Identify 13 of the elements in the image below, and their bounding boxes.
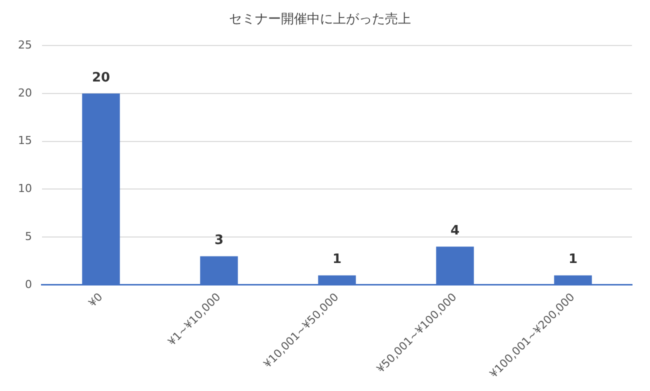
y-tick-label: 25: [18, 38, 32, 52]
x-tick-label: ¥0: [86, 290, 106, 310]
data-label: 1: [332, 252, 342, 268]
chart-title: セミナー開催中に上がった売上: [229, 12, 411, 28]
data-label: 1: [568, 252, 578, 268]
data-label: 4: [450, 224, 460, 239]
data-label: 3: [214, 233, 224, 248]
y-tick-label: 10: [18, 182, 32, 196]
y-tick-label: 5: [24, 230, 32, 243]
y-tick-label: 20: [18, 86, 32, 100]
y-tick-label: 0: [24, 278, 32, 291]
y-tick-label: 15: [18, 134, 32, 148]
data-label: 20: [92, 70, 110, 86]
